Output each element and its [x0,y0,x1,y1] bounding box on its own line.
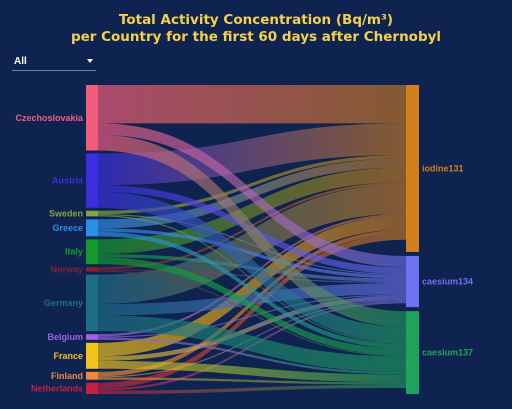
link-norway-to-caesium134[interactable] [98,269,406,284]
link-belgium-to-caesium137[interactable] [98,337,406,375]
link-netherlands-to-caesium137[interactable] [98,384,406,394]
node-france[interactable] [86,342,98,369]
link-italy-to-caesium137[interactable] [98,257,406,356]
link-sweden-to-iodine131[interactable] [98,155,406,215]
node-czechoslovakia[interactable] [86,85,98,151]
label-norway: Norway [50,264,83,274]
node-caesium134[interactable] [406,255,419,308]
link-greece-to-caesium134[interactable] [98,228,406,279]
label-germany: Germany [44,298,83,308]
sankey-links [98,85,406,394]
label-belgium: Belgium [47,332,83,342]
link-czechoslovakia-to-caesium134[interactable] [98,123,406,268]
node-finland[interactable] [86,371,98,380]
link-germany-to-caesium134[interactable] [98,283,406,316]
label-austria: Austria [52,176,84,186]
label-iodine131: iodine131 [422,163,464,173]
node-austria[interactable] [86,153,98,208]
node-netherlands[interactable] [86,382,98,394]
node-germany[interactable] [86,274,98,332]
label-netherlands: Netherlands [31,383,83,393]
link-sweden-to-caesium134[interactable] [98,214,406,276]
node-sweden[interactable] [86,210,98,217]
label-finland: Finland [51,371,83,381]
label-czechoslovakia: Czechoslovakia [15,113,84,123]
link-france-to-caesium137[interactable] [98,360,406,383]
chart-title-line2: per Country for the first 60 days after … [70,29,442,45]
node-norway[interactable] [86,267,98,272]
link-belgium-to-caesium134[interactable] [98,294,406,338]
link-finland-to-caesium137[interactable] [98,377,406,385]
link-netherlands-to-iodine131[interactable] [98,234,406,389]
link-sweden-to-caesium137[interactable] [98,215,406,344]
chart-title-line1: Total Activity Concentration (Bq/m³) [118,12,394,28]
label-greece: Greece [52,223,83,233]
link-austria-to-caesium137[interactable] [98,191,406,343]
link-germany-to-caesium137[interactable] [98,315,406,373]
label-france: France [53,351,83,361]
link-czechoslovakia-to-caesium137[interactable] [98,134,406,327]
node-greece[interactable] [86,219,98,237]
label-caesium134: caesium134 [422,277,473,287]
link-czechoslovakia-to-iodine131[interactable] [98,85,406,124]
link-italy-to-iodine131[interactable] [98,167,406,255]
link-france-to-caesium134[interactable] [98,295,406,361]
node-iodine131[interactable] [406,85,419,252]
sankey-nodes [86,85,419,394]
node-italy[interactable] [86,239,98,265]
node-caesium137[interactable] [406,311,419,394]
country-filter-dropdown[interactable]: All [12,54,96,71]
label-italy: Italy [65,247,83,257]
link-france-to-iodine131[interactable] [98,216,406,357]
country-filter-value: All [14,56,27,67]
chart-title: Total Activity Concentration (Bq/m³) per… [0,12,512,46]
chevron-down-icon [87,59,93,63]
label-caesium137: caesium137 [422,348,473,358]
label-sweden: Sweden [49,209,83,219]
link-norway-to-caesium137[interactable] [98,270,406,357]
node-belgium[interactable] [86,334,98,340]
link-austria-to-iodine131[interactable] [98,123,406,186]
link-greece-to-caesium137[interactable] [98,231,406,349]
sankey-labels: Czechoslovakia Austria Sweden Greece Italy No… [15,113,473,394]
